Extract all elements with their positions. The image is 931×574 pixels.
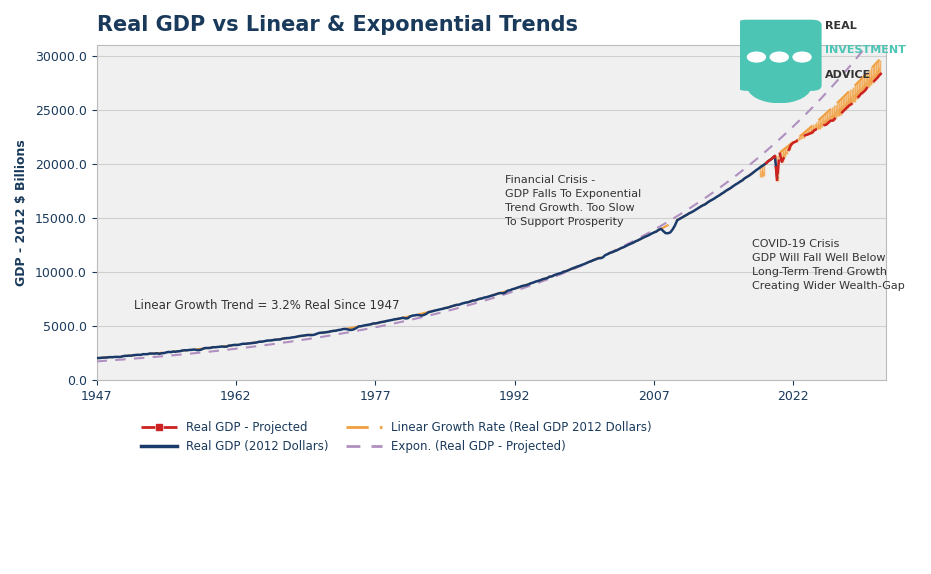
Real GDP (2012 Dollars) [304,332,316,339]
Expon. (Real GDP - Projected) [91,358,102,365]
Y-axis label: GDP - 2012 $ Billions: GDP - 2012 $ Billions [15,139,28,286]
Linear Growth Rate (Real GDP 2012 Dollars) [584,258,595,265]
Text: Linear Growth Trend = 3.2% Real Since 1947: Linear Growth Trend = 3.2% Real Since 19… [134,298,399,312]
Text: COVID-19 Crisis
GDP Will Fall Well Below
Long-Term Trend Growth
Creating Wider W: COVID-19 Crisis GDP Will Fall Well Below… [751,239,904,292]
Real GDP - Projected [846,100,857,107]
Line: Real GDP - Projected: Real GDP - Projected [765,73,882,181]
Expon. (Real GDP - Projected) [649,226,660,233]
Real GDP (2012 Dollars) [91,355,102,362]
Real GDP (2012 Dollars) [331,327,342,334]
Real GDP (2012 Dollars) [669,222,681,229]
Linear Growth Rate (Real GDP 2012 Dollars) [874,56,885,63]
Real GDP - Projected [800,132,811,139]
Linear Growth Rate (Real GDP 2012 Dollars) [223,342,235,349]
Text: INVESTMENT: INVESTMENT [825,45,906,55]
Real GDP (2012 Dollars) [772,174,783,181]
Expon. (Real GDP - Projected) [223,346,235,353]
FancyBboxPatch shape [737,20,821,91]
Circle shape [748,52,765,62]
Text: Financial Crisis -
GDP Falls To Exponential
Trend Growth. Too Slow
To Support Pr: Financial Crisis - GDP Falls To Exponent… [506,174,641,227]
Legend: Real GDP - Projected, Real GDP (2012 Dollars), Linear Growth Rate (Real GDP 2012: Real GDP - Projected, Real GDP (2012 Dol… [137,416,656,457]
Text: REAL: REAL [825,21,857,32]
Linear Growth Rate (Real GDP 2012 Dollars) [681,211,692,218]
Wedge shape [747,86,812,103]
Real GDP - Projected [839,106,850,113]
Text: ADVICE: ADVICE [825,69,871,80]
Linear Growth Rate (Real GDP 2012 Dollars) [649,229,660,236]
Linear Growth Rate (Real GDP 2012 Dollars) [425,308,437,315]
Expon. (Real GDP - Projected) [681,207,692,214]
Real GDP - Projected [760,160,771,167]
Expon. (Real GDP - Projected) [874,26,885,33]
Real GDP - Projected [772,178,783,185]
Real GDP (2012 Dollars) [135,351,146,358]
Expon. (Real GDP - Projected) [584,259,595,266]
Expon. (Real GDP - Projected) [425,312,437,319]
Real GDP (2012 Dollars) [202,344,213,351]
Line: Linear Growth Rate (Real GDP 2012 Dollars): Linear Growth Rate (Real GDP 2012 Dollar… [97,60,880,358]
Real GDP - Projected [797,134,808,141]
Expon. (Real GDP - Projected) [331,331,342,338]
Circle shape [770,52,789,62]
Text: Real GDP vs Linear & Exponential Trends: Real GDP vs Linear & Exponential Trends [97,15,577,35]
Linear Growth Rate (Real GDP 2012 Dollars) [331,327,342,334]
Real GDP (2012 Dollars) [612,247,623,254]
Real GDP - Projected [874,72,885,79]
Real GDP (2012 Dollars) [769,153,780,160]
Line: Expon. (Real GDP - Projected): Expon. (Real GDP - Projected) [97,29,880,362]
Linear Growth Rate (Real GDP 2012 Dollars) [91,355,102,362]
Line: Real GDP (2012 Dollars): Real GDP (2012 Dollars) [97,156,777,358]
Circle shape [793,52,811,62]
Real GDP (2012 Dollars) [93,355,104,362]
Real GDP - Projected [788,139,799,146]
Real GDP - Projected [876,69,887,76]
